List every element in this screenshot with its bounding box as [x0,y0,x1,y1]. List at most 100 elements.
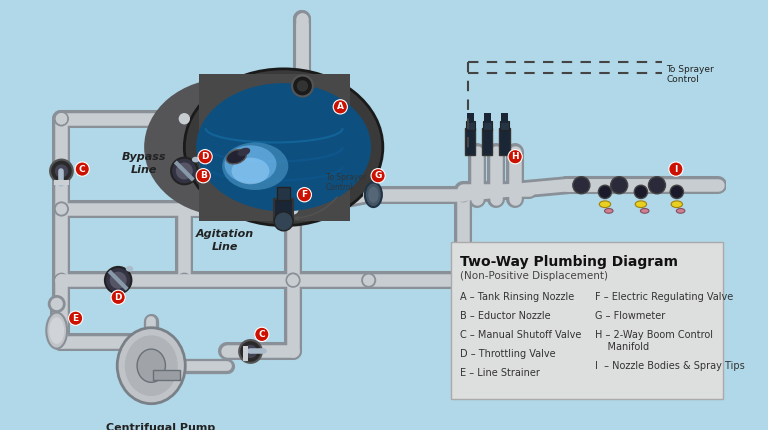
Circle shape [75,162,89,176]
Ellipse shape [604,209,613,213]
Ellipse shape [232,158,270,184]
Ellipse shape [124,335,177,396]
Ellipse shape [49,317,65,344]
Ellipse shape [118,328,185,404]
Text: F – Electric Regulating Valve: F – Electric Regulating Valve [594,292,733,301]
Circle shape [508,150,522,164]
Ellipse shape [224,145,276,183]
Text: H – 2-Way Boom Control: H – 2-Way Boom Control [594,330,713,340]
Circle shape [648,177,666,194]
Ellipse shape [192,157,200,163]
Circle shape [111,290,125,304]
Ellipse shape [237,148,250,156]
Text: B – Eductor Nozzle: B – Eductor Nozzle [460,310,551,321]
Text: C: C [259,330,265,339]
Ellipse shape [677,209,685,213]
Text: Two-Way Plumbing Diagram: Two-Way Plumbing Diagram [460,255,678,269]
Circle shape [171,158,197,184]
Circle shape [361,273,376,288]
Ellipse shape [227,150,247,164]
Text: (Non-Positive Displacement): (Non-Positive Displacement) [460,271,608,281]
Circle shape [669,162,683,176]
Text: C: C [79,165,85,174]
Circle shape [239,340,262,363]
Text: E – Line Strainer: E – Line Strainer [460,368,540,378]
Text: E: E [72,314,78,322]
Circle shape [296,113,308,124]
Circle shape [287,274,299,286]
Circle shape [105,267,131,294]
Circle shape [287,113,299,124]
Ellipse shape [599,201,611,208]
Bar [501,113,508,123]
Circle shape [198,150,212,164]
Bar [482,128,492,155]
Text: D: D [201,152,209,161]
Circle shape [598,185,611,199]
Circle shape [363,274,374,286]
Circle shape [670,185,684,199]
Circle shape [244,345,257,358]
FancyBboxPatch shape [451,242,723,399]
Ellipse shape [222,142,288,190]
Bar [466,121,475,130]
Ellipse shape [184,69,382,226]
Circle shape [56,113,67,124]
Text: Bypass
Line: Bypass Line [121,152,166,175]
Text: F: F [301,190,307,199]
Bar [243,346,247,361]
Circle shape [56,113,67,124]
Text: H: H [511,152,519,161]
Circle shape [54,201,69,217]
Text: Agitation
Line: Agitation Line [196,229,254,252]
Circle shape [177,111,192,126]
Circle shape [286,273,300,288]
Ellipse shape [368,187,379,203]
Circle shape [55,164,68,178]
Text: A: A [337,102,344,111]
Circle shape [54,111,69,126]
Bar [484,113,491,123]
Circle shape [110,272,127,289]
Circle shape [179,274,190,286]
Circle shape [333,100,347,114]
Text: Centrifugal Pump: Centrifugal Pump [106,423,215,430]
Circle shape [287,274,299,286]
Bar [153,371,180,380]
Circle shape [371,169,386,183]
Bar [465,128,475,155]
Ellipse shape [196,83,371,212]
Circle shape [296,80,308,92]
Circle shape [296,13,308,25]
Text: To Sprayer
Control: To Sprayer Control [667,64,714,84]
Circle shape [179,113,190,124]
Circle shape [68,311,83,326]
Bar [54,181,69,185]
Ellipse shape [365,182,382,207]
Circle shape [56,274,67,286]
Circle shape [176,163,193,180]
Bar [500,121,508,130]
Bar [483,121,492,130]
Text: D – Throttling Valve: D – Throttling Valve [460,349,556,359]
Ellipse shape [137,349,165,382]
Circle shape [292,76,313,96]
Ellipse shape [671,201,683,208]
Circle shape [455,273,471,288]
Circle shape [363,189,374,200]
Circle shape [50,160,73,182]
Ellipse shape [635,201,647,208]
Text: A – Tank Rinsing Nozzle: A – Tank Rinsing Nozzle [460,292,574,301]
Text: D: D [114,293,122,302]
Circle shape [634,185,647,199]
Circle shape [177,273,192,288]
Text: G – Flowmeter: G – Flowmeter [594,310,665,321]
Circle shape [295,111,310,126]
Circle shape [455,187,471,203]
Bar [467,113,474,123]
Circle shape [56,203,67,215]
Bar [198,74,349,221]
Circle shape [54,111,69,126]
Text: I  – Nozzle Bodies & Spray Tips: I – Nozzle Bodies & Spray Tips [594,361,744,371]
Circle shape [458,189,468,200]
